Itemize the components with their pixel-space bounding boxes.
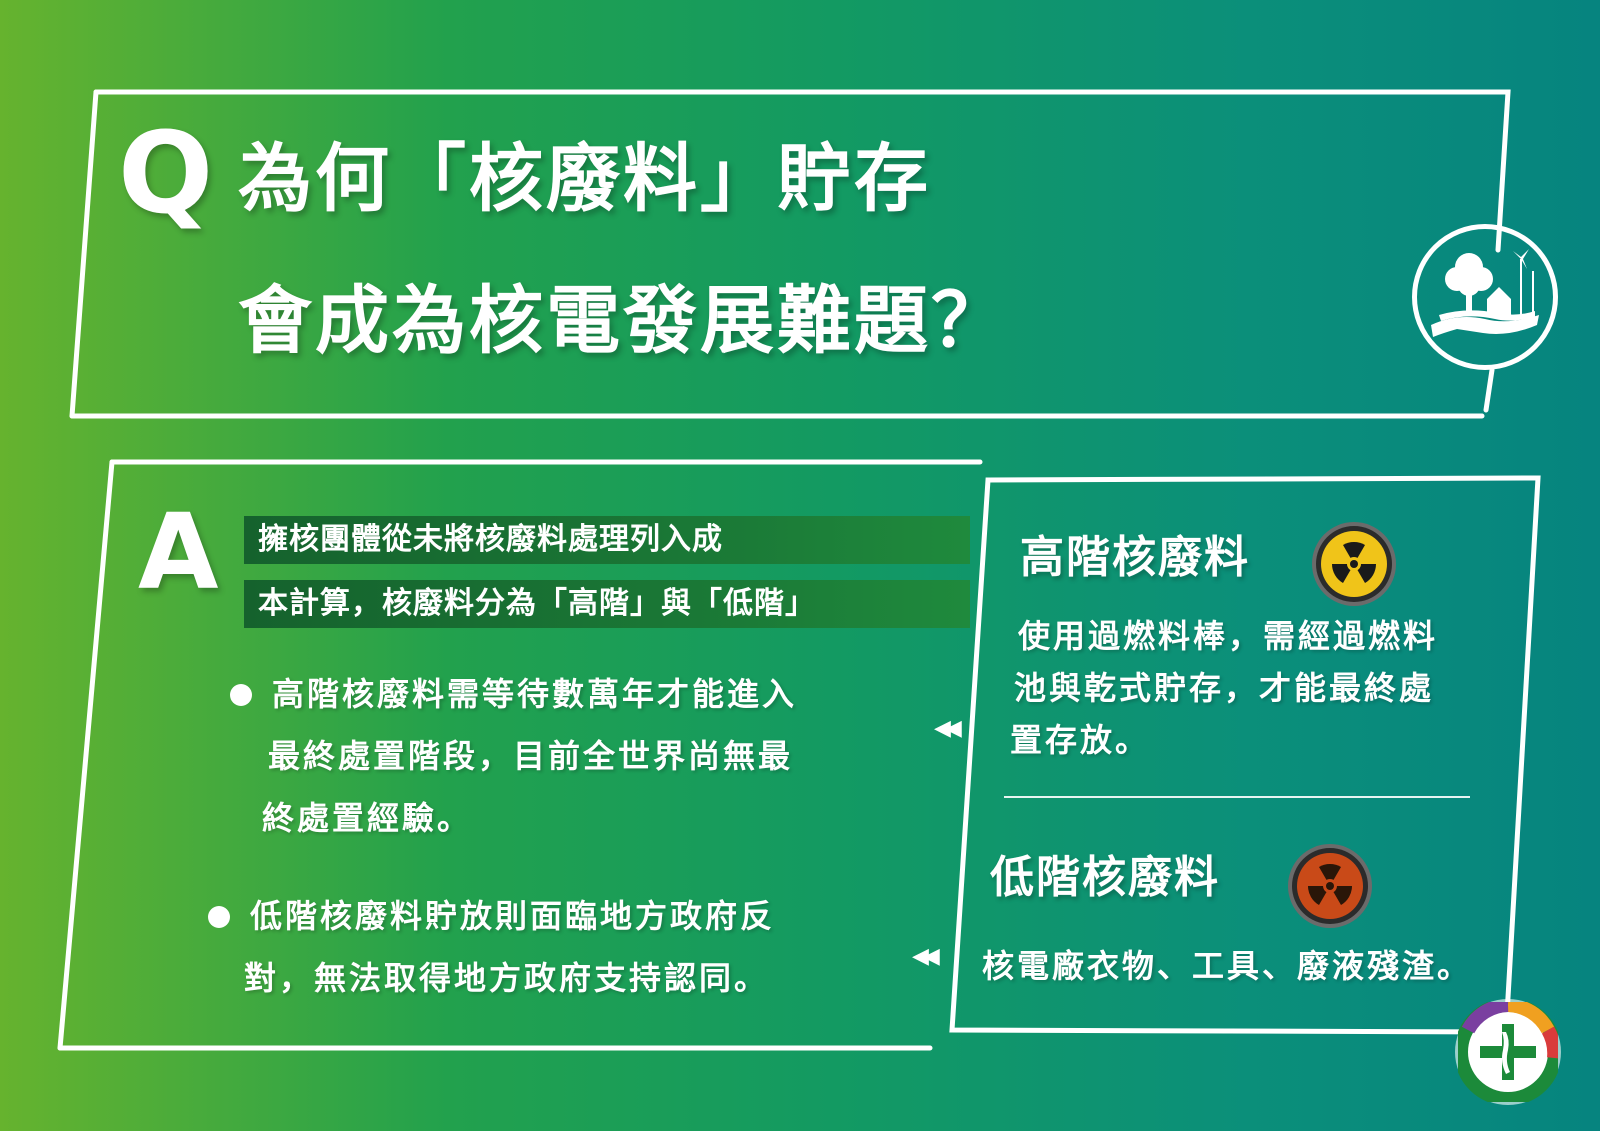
tree-hand-icon xyxy=(1431,249,1539,337)
low-level-line1: 核電廠衣物、工具、廢液殘渣。 xyxy=(982,947,1473,985)
environment-badge xyxy=(1412,224,1558,370)
bullet2-line2: 對，無法取得地方政府支持認同。 xyxy=(244,959,770,997)
high-level-title: 高階核廢料 xyxy=(1020,532,1250,583)
question-letter: Q xyxy=(118,109,214,239)
bullet1-line2: 最終處置階段，目前全世界尚無最 xyxy=(268,737,794,775)
bullet-dot xyxy=(208,906,230,928)
card-divider xyxy=(1004,796,1470,798)
bullet1-line3: 終處置經驗。 xyxy=(262,799,473,837)
high-level-line1: 使用過燃料棒，需經過燃料 xyxy=(1018,617,1439,655)
dpp-logo-icon xyxy=(1454,998,1562,1106)
arrow-left-icon: ◀◀ xyxy=(912,944,940,969)
answer-intro-line1: 擁核團體從未將核廢料處理列入成 xyxy=(244,516,970,564)
bullet-dot xyxy=(230,684,252,706)
low-level-title: 低階核廢料 xyxy=(990,852,1220,903)
answer-letter: A xyxy=(138,491,219,613)
bullet1-line1: 高階核廢料需等待數萬年才能進入 xyxy=(272,675,798,713)
question-frame-right-lower xyxy=(1483,367,1495,413)
arrow-left-icon: ◀◀ xyxy=(934,716,962,741)
answer-frame-left xyxy=(57,459,115,1051)
question-frame xyxy=(93,89,1511,253)
high-level-line2: 池與乾式貯存，才能最終處 xyxy=(1014,669,1435,707)
radiation-icon-yellow xyxy=(1310,520,1398,612)
answer-intro-line2: 本計算，核廢料分為「高階」與「低階」 xyxy=(244,580,970,628)
question-frame-left xyxy=(69,89,99,419)
question-title-line1: 為何「核廢料」貯存 xyxy=(238,136,931,222)
bullet2-line1: 低階核廢料貯放則面臨地方政府反 xyxy=(250,897,776,935)
radiation-icon-red xyxy=(1286,842,1374,934)
question-title-line2: 會成為核電發展難題？ xyxy=(238,278,1008,364)
high-level-line3: 置存放。 xyxy=(1010,721,1151,759)
